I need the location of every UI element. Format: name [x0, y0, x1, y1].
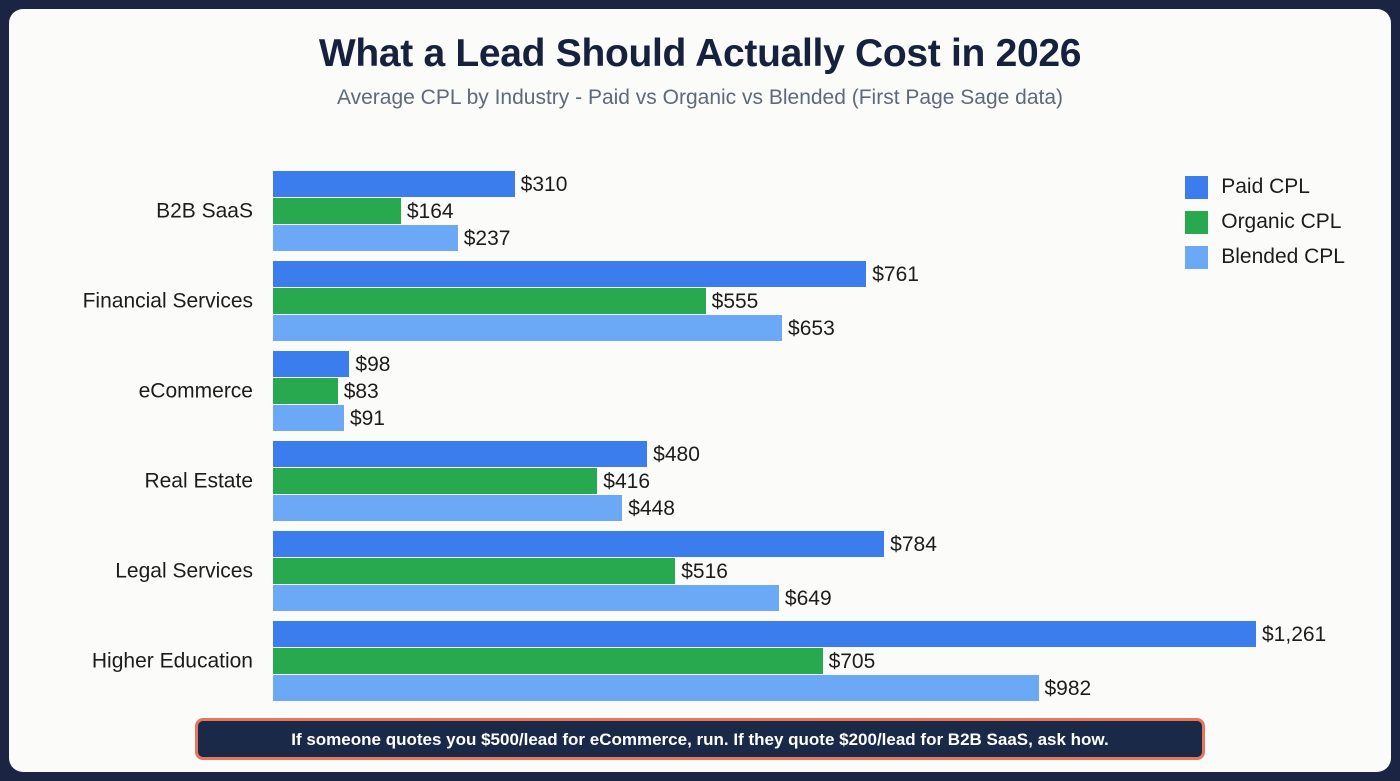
bar[interactable] — [273, 585, 779, 611]
bar-row: $91 — [273, 405, 1391, 431]
bar-value-label: $1,261 — [1262, 622, 1327, 646]
bar[interactable] — [273, 378, 338, 404]
bar-value-label: $761 — [872, 262, 919, 286]
bar-value-label: $310 — [520, 172, 568, 196]
bar[interactable] — [273, 225, 458, 251]
category-label: Financial Services — [82, 289, 253, 313]
bar[interactable] — [273, 198, 401, 224]
bar-value-label: $480 — [653, 442, 700, 466]
legend-item[interactable]: Blended CPL — [1185, 245, 1345, 269]
bar-group: Real Estate $480 $416 $448 — [9, 439, 1391, 523]
category-label: Real Estate — [144, 469, 253, 493]
legend-item[interactable]: Organic CPL — [1185, 210, 1345, 234]
legend-item[interactable]: Paid CPL — [1185, 175, 1345, 199]
bar-row: $1,261 — [273, 621, 1391, 647]
bar[interactable] — [273, 315, 783, 341]
bar-value-label: $653 — [788, 316, 835, 340]
legend-label: Organic CPL — [1221, 210, 1342, 233]
legend-swatch-icon — [1185, 175, 1209, 199]
bar-value-label: $237 — [463, 226, 511, 250]
chart-legend: Paid CPL Organic CPL Blended CPL — [1185, 175, 1345, 269]
bar-value-label: $91 — [349, 406, 385, 430]
bar[interactable] — [273, 531, 885, 557]
bar-row: $448 — [273, 495, 1391, 521]
bar-row: $83 — [273, 378, 1391, 404]
bar-row: $982 — [273, 675, 1391, 701]
legend-swatch-icon — [1185, 210, 1209, 234]
bar-row: $761 — [273, 261, 1391, 287]
bar-value-label: $555 — [711, 289, 759, 313]
bar-row: $310 — [273, 171, 1391, 197]
bar-row: $649 — [273, 585, 1391, 611]
page-title: What a Lead Should Actually Cost in 2026 — [318, 32, 1082, 75]
bar-chart-plot-area: B2B SaaS $310 $164 $237 Financial Services $7… — [9, 161, 1391, 706]
bar-row: $653 — [273, 315, 1391, 341]
chart-header: What a Lead Should Actually Cost in 2026… — [9, 9, 1391, 110]
bar-row: $516 — [273, 558, 1391, 584]
chart-subtitle: Average CPL by Industry - Paid vs Organi… — [336, 85, 1064, 109]
bar-group: Higher Education $1,261 $705 $982 — [9, 619, 1391, 703]
bar[interactable] — [273, 675, 1039, 701]
category-label: B2B SaaS — [156, 199, 253, 223]
legend-label: Blended CPL — [1221, 245, 1345, 268]
bar[interactable] — [273, 261, 867, 287]
bar-value-label: $982 — [1044, 676, 1092, 700]
bar-row: $237 — [273, 225, 1391, 251]
bar[interactable] — [273, 441, 648, 467]
bar[interactable] — [273, 171, 515, 197]
bar-group: Financial Services $761 $555 $653 — [9, 259, 1391, 343]
bar-row: $416 — [273, 468, 1391, 494]
bar-row: $164 — [273, 198, 1391, 224]
category-label: Legal Services — [115, 559, 253, 583]
bar-group: eCommerce $98 $83 $91 — [9, 349, 1391, 433]
bar-row: $98 — [273, 351, 1391, 377]
bar[interactable] — [273, 558, 676, 584]
bar-row: $705 — [273, 648, 1391, 674]
bar-value-label: $164 — [406, 199, 454, 223]
bar-row: $555 — [273, 288, 1391, 314]
bar-value-label: $83 — [343, 379, 379, 403]
bar-value-label: $98 — [355, 352, 391, 376]
bar-row: $784 — [273, 531, 1391, 557]
bar-value-label: $448 — [628, 496, 675, 520]
legend-label: Paid CPL — [1221, 175, 1310, 198]
bar-group: B2B SaaS $310 $164 $237 — [9, 169, 1391, 253]
category-label: Higher Education — [91, 649, 253, 673]
bar-value-label: $516 — [681, 559, 728, 583]
bar[interactable] — [273, 405, 344, 431]
category-label: eCommerce — [138, 379, 253, 403]
bar[interactable] — [273, 495, 623, 521]
bar-value-label: $416 — [603, 469, 650, 493]
bar-value-label: $705 — [828, 649, 876, 673]
bar[interactable] — [273, 288, 706, 314]
legend-swatch-icon — [1185, 245, 1209, 269]
bar-value-label: $784 — [890, 532, 937, 556]
bar-group: Legal Services $784 $516 $649 — [9, 529, 1391, 613]
chart-card: What a Lead Should Actually Cost in 2026… — [9, 9, 1391, 772]
callout-text: If someone quotes you $500/lead for eCom… — [291, 729, 1109, 749]
bar-row: $480 — [273, 441, 1391, 467]
bar[interactable] — [273, 621, 1256, 647]
bar[interactable] — [273, 648, 823, 674]
bar-value-label: $649 — [784, 586, 832, 610]
bar[interactable] — [273, 351, 350, 377]
bar[interactable] — [273, 468, 598, 494]
callout-box: If someone quotes you $500/lead for eCom… — [195, 718, 1205, 760]
